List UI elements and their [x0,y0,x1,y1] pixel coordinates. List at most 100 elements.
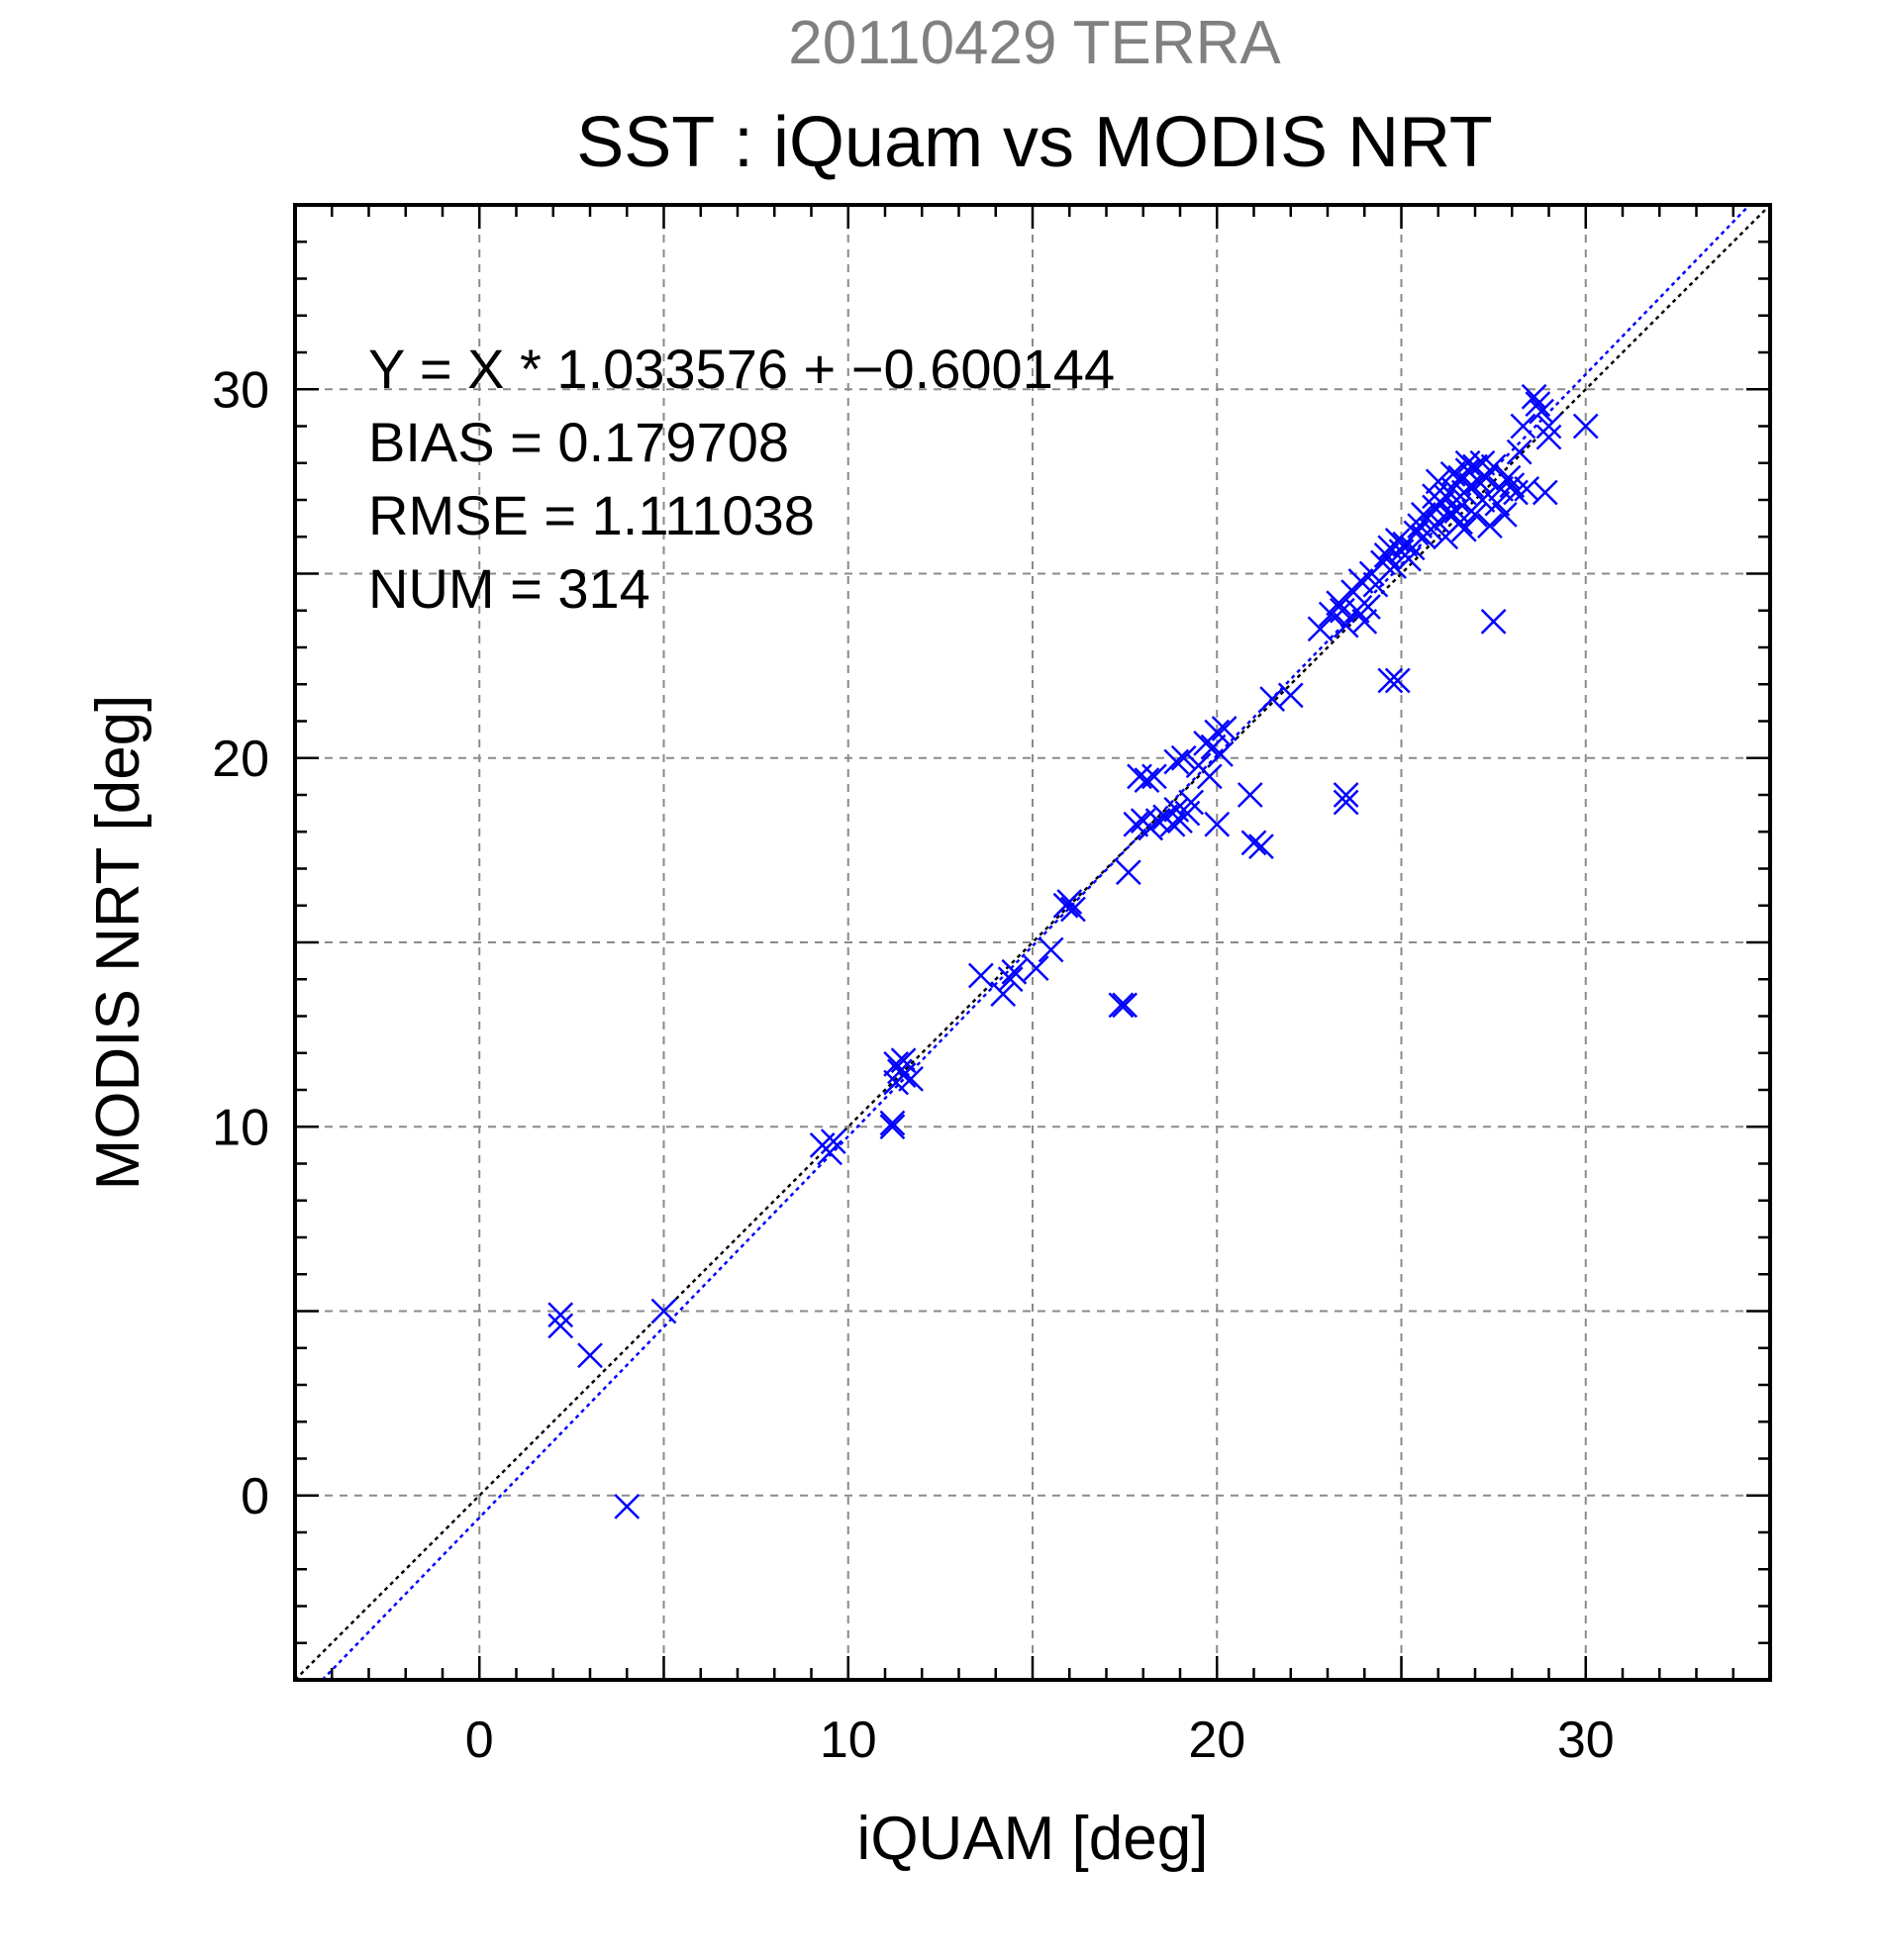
data-point [1123,811,1149,837]
data-point [1163,748,1190,775]
data-point [577,1342,603,1369]
data-point [1443,498,1470,525]
rmse-value: RMSE = 1.111038 [368,484,815,546]
data-point [1484,490,1511,517]
data-point [1454,449,1481,476]
data-point [1506,439,1533,465]
data-point [1333,612,1359,638]
y-tick-label: 30 [212,361,269,419]
data-point [1377,667,1404,694]
data-point [1373,541,1400,568]
data-point [650,1298,677,1324]
data-point [1477,513,1503,539]
data-point [1204,719,1231,745]
data-point [1170,744,1197,771]
reference-lines [294,204,1771,1681]
stats-annotation: Y = X * 1.033576 + −0.600144 BIAS = 0.17… [368,338,1115,620]
data-point [879,1114,906,1140]
x-tick-labels: 0 10 20 30 [465,1712,1615,1769]
data-point [1277,682,1304,709]
bias-value: BIAS = 0.179708 [368,411,789,473]
data-point [1384,667,1411,694]
plot-frame [293,203,1772,1682]
data-point [1469,487,1496,513]
y-tick-label: 10 [212,1099,269,1156]
data-point [1499,472,1526,498]
data-point [1211,716,1238,741]
x-tick-label: 10 [820,1712,877,1769]
data-point [1521,383,1547,410]
data-point [547,1302,574,1328]
data-point [1347,568,1374,594]
data-point [1204,811,1231,837]
chart-date-label: 20110429 TERRA [788,9,1281,77]
data-point [990,981,1017,1008]
data-point [1425,468,1451,495]
data-point [1159,811,1186,837]
data-point [1326,590,1352,617]
data-point [1108,992,1135,1019]
data-point [1060,896,1086,923]
data-point [547,1313,574,1339]
chart-title: SST : iQuam vs MODIS NRT [576,103,1493,182]
data-point [1403,520,1430,546]
y-tick-labels: 0 10 20 30 [212,361,269,1525]
data-point [1141,763,1167,790]
x-tick-label: 30 [1557,1712,1615,1769]
y-tick-label: 0 [241,1468,269,1525]
data-point [1333,782,1359,808]
data-point [967,962,994,989]
data-point [1351,609,1378,635]
data-point [1439,461,1466,487]
data-point [1495,464,1522,491]
one-to-one-line [294,204,1771,1681]
data-point [1525,391,1551,418]
data-point [1572,413,1599,440]
data-point [820,1128,846,1155]
data-point [1532,479,1558,506]
data-point [1240,830,1267,856]
data-point [1196,763,1223,790]
data-point [1410,502,1436,528]
data-point [1535,424,1562,450]
data-point [1259,686,1286,713]
data-point [1178,789,1205,816]
data-point [1450,516,1477,542]
data-point [1112,992,1138,1019]
data-point [614,1494,641,1519]
data-point [1333,789,1359,816]
data-point [1514,475,1540,502]
data-point [883,1051,910,1077]
y-tick-label: 20 [212,731,269,788]
data-point [1491,502,1518,528]
data-points [547,383,1599,1519]
data-point [1473,464,1500,491]
data-point [1422,483,1447,510]
data-point [1307,616,1334,642]
data-point [1056,889,1083,915]
data-point [1248,833,1274,860]
data-point [1355,594,1381,620]
data-point [1134,767,1160,793]
num-value: NUM = 314 [368,557,650,620]
data-point [1208,741,1234,767]
data-point [1510,413,1536,440]
y-axis-label: MODIS NRT [deg] [84,695,152,1191]
data-point [1480,609,1507,635]
data-point [997,966,1024,993]
data-point [1237,782,1263,808]
data-point [1001,958,1028,985]
data-point [879,1110,906,1136]
x-axis-label: iQUAM [deg] [857,1805,1209,1873]
data-point [1529,398,1554,425]
data-point [890,1047,917,1074]
regression-equation: Y = X * 1.033576 + −0.600144 [368,338,1115,400]
data-point [1023,955,1049,981]
data-point [1144,808,1171,833]
data-point [1127,763,1152,790]
regression-line [321,204,1751,1681]
x-tick-label: 20 [1188,1712,1245,1769]
data-point [1535,413,1562,440]
x-tick-label: 0 [465,1712,494,1769]
